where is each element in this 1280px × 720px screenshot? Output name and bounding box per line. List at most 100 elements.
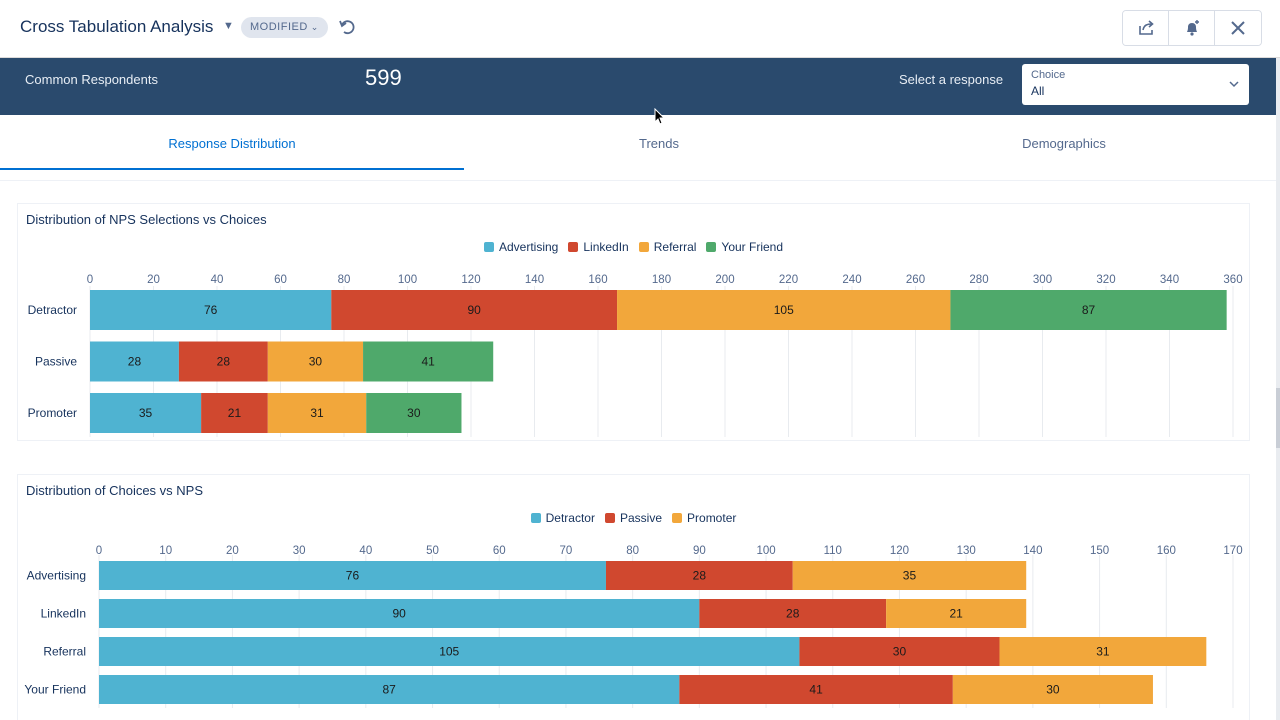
chart-panel-nps-vs-choices: Distribution of NPS Selections vs Choice…	[17, 203, 1250, 441]
response-select[interactable]: Choice All	[1022, 64, 1249, 105]
bar-segment	[90, 290, 332, 330]
data-label: 87	[382, 683, 396, 697]
bar-segment	[99, 675, 680, 704]
legend-swatch	[706, 242, 717, 252]
data-label: 28	[217, 355, 231, 369]
data-label: 41	[421, 355, 435, 369]
x-tick-label: 40	[211, 274, 224, 286]
legend-swatch	[530, 513, 541, 523]
bar-segment	[267, 341, 364, 382]
legend-item[interactable]: LinkedIn	[568, 240, 629, 254]
modified-badge-label: MODIFIED	[250, 21, 308, 33]
title-dropdown-icon[interactable]: ▼	[223, 20, 234, 32]
bar-segment	[178, 341, 268, 382]
legend-item[interactable]: Passive	[604, 511, 663, 525]
legend-swatch	[568, 242, 579, 252]
x-tick-label: 340	[1160, 274, 1179, 286]
bar-segment	[363, 341, 494, 382]
category-label: Your Friend	[24, 683, 86, 697]
x-tick-label: 100	[398, 274, 417, 286]
close-icon	[1231, 21, 1245, 35]
bar-segment	[99, 599, 700, 628]
share-button[interactable]	[1123, 11, 1169, 45]
modified-badge[interactable]: MODIFIED ⌄	[241, 17, 328, 38]
select-response-label: Select a response	[899, 72, 1004, 87]
chevron-down-icon	[1229, 81, 1239, 88]
x-tick-label: 140	[1023, 545, 1042, 557]
legend-label: LinkedIn	[583, 240, 629, 254]
data-label: 30	[309, 355, 323, 369]
x-tick-label: 90	[693, 545, 706, 557]
bar-segment	[99, 561, 606, 590]
x-tick-label: 170	[1223, 545, 1242, 557]
legend-item[interactable]: Advertising	[483, 240, 558, 254]
data-label: 76	[346, 569, 360, 583]
legend-item[interactable]: Your Friend	[706, 240, 783, 254]
data-label: 105	[774, 303, 794, 317]
x-tick-label: 30	[293, 545, 306, 557]
legend-swatch	[604, 513, 615, 523]
add-notification-button[interactable]	[1169, 11, 1215, 45]
data-label: 28	[786, 607, 800, 621]
category-label: Promoter	[28, 406, 77, 420]
bar-segment	[792, 561, 1027, 590]
undo-icon[interactable]	[338, 17, 356, 37]
bar-segment	[699, 599, 887, 628]
chart-panel-choices-vs-nps: Distribution of Choices vs NPS Detractor…	[17, 474, 1250, 720]
legend-item[interactable]: Detractor	[530, 511, 595, 525]
data-label: 31	[310, 406, 324, 420]
x-tick-label: 140	[525, 274, 544, 286]
x-tick-label: 50	[426, 545, 439, 557]
tab-response-distribution[interactable]: Response Distribution	[0, 115, 464, 170]
x-tick-label: 120	[461, 274, 480, 286]
page-title: Cross Tabulation Analysis	[20, 17, 214, 36]
x-tick-label: 130	[957, 545, 976, 557]
select-field-label: Choice	[1031, 69, 1066, 81]
data-label: 30	[893, 645, 907, 659]
category-label: Referral	[43, 645, 86, 659]
data-label: 35	[903, 569, 917, 583]
bar-segment	[267, 393, 367, 433]
bar-segment	[605, 561, 793, 590]
data-label: 30	[1046, 683, 1060, 697]
x-tick-label: 240	[842, 274, 861, 286]
legend-label: Your Friend	[721, 240, 784, 254]
bar-segment	[617, 290, 951, 330]
chart-legend: Detractor Passive Promoter	[18, 511, 1249, 525]
tab-trends[interactable]: Trends	[639, 136, 679, 151]
vertical-scrollbar[interactable]	[1276, 58, 1280, 720]
category-label: LinkedIn	[41, 607, 86, 621]
bar-segment	[679, 675, 953, 704]
x-tick-label: 260	[906, 274, 925, 286]
data-label: 21	[228, 406, 242, 420]
data-label: 76	[204, 303, 218, 317]
legend-label: Detractor	[545, 511, 595, 525]
x-tick-label: 120	[890, 545, 909, 557]
data-label: 41	[809, 683, 823, 697]
respondent-band: Common Respondents 599 Select a response…	[0, 58, 1276, 115]
x-tick-label: 320	[1096, 274, 1115, 286]
x-tick-label: 10	[159, 545, 172, 557]
x-tick-label: 0	[87, 274, 93, 286]
category-label: Advertising	[27, 569, 86, 583]
data-label: 90	[467, 303, 481, 317]
scrollbar-thumb[interactable]	[1276, 388, 1280, 448]
bar-segment	[99, 637, 800, 666]
tab-demographics[interactable]: Demographics	[1022, 136, 1106, 151]
legend-item[interactable]: Referral	[638, 240, 697, 254]
x-tick-label: 200	[715, 274, 734, 286]
close-button[interactable]	[1215, 11, 1261, 45]
data-label: 35	[139, 406, 153, 420]
x-tick-label: 150	[1090, 545, 1109, 557]
x-tick-label: 60	[493, 545, 506, 557]
legend-item[interactable]: Promoter	[672, 511, 736, 525]
data-label: 28	[693, 569, 707, 583]
legend-label: Referral	[653, 240, 697, 254]
notification-add-icon	[1186, 20, 1199, 36]
data-label: 30	[407, 406, 421, 420]
x-tick-label: 70	[560, 545, 573, 557]
legend-swatch	[638, 242, 649, 252]
x-tick-label: 40	[359, 545, 372, 557]
bar-segment	[331, 290, 618, 330]
legend-label: Passive	[619, 511, 663, 525]
